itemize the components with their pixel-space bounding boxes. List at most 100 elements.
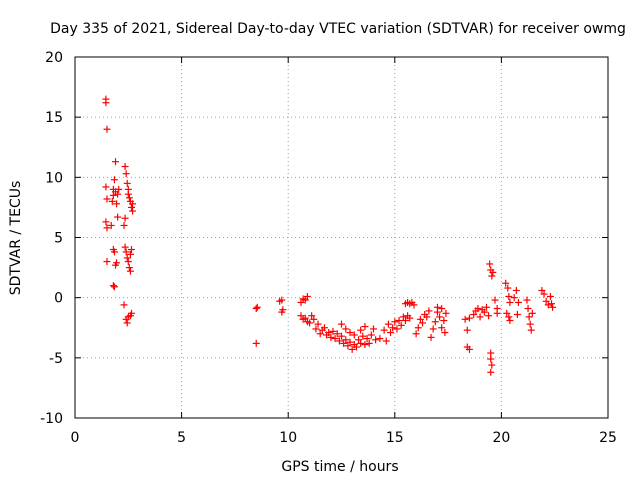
data-point — [493, 309, 501, 317]
y-tick-label: 0 — [54, 291, 63, 307]
data-point — [124, 190, 132, 198]
data-point — [523, 296, 531, 304]
x-tick-label: 20 — [492, 430, 510, 446]
data-point — [436, 313, 444, 321]
data-point — [121, 214, 129, 222]
data-point — [301, 296, 309, 304]
data-point — [316, 330, 324, 338]
data-point — [410, 301, 418, 309]
data-point — [306, 319, 314, 327]
data-point — [278, 308, 286, 316]
data-point — [297, 312, 305, 320]
data-point — [103, 224, 111, 232]
x-axis-label: GPS time / hours — [281, 459, 398, 475]
data-point — [506, 298, 514, 306]
data-point — [486, 260, 494, 268]
data-point — [102, 183, 110, 191]
data-point — [110, 176, 118, 184]
data-point — [544, 301, 552, 309]
data-point — [113, 200, 121, 208]
data-point — [425, 307, 433, 315]
data-point — [513, 311, 521, 319]
data-point — [102, 99, 110, 107]
y-tick-label: 10 — [45, 170, 63, 186]
data-point — [433, 303, 441, 311]
data-point — [342, 336, 350, 344]
data-point — [427, 333, 435, 341]
data-point — [110, 283, 118, 291]
data-point — [503, 309, 511, 317]
data-point — [301, 314, 309, 322]
data-point — [506, 317, 514, 325]
y-tick-label: -10 — [40, 411, 63, 427]
data-point — [376, 335, 384, 343]
data-point — [465, 345, 473, 353]
data-point — [419, 319, 427, 327]
data-point — [488, 361, 496, 369]
data-point — [480, 308, 488, 316]
data-point — [350, 331, 358, 339]
data-point — [441, 329, 449, 337]
data-point — [325, 329, 333, 337]
y-tick-label: 20 — [45, 50, 63, 66]
data-point — [357, 339, 365, 347]
data-point — [367, 331, 375, 339]
data-point — [320, 324, 328, 332]
data-point — [401, 317, 409, 325]
data-point — [369, 325, 377, 333]
data-point — [528, 309, 536, 317]
data-point — [538, 286, 546, 294]
data-point — [126, 250, 134, 258]
data-point — [310, 315, 318, 323]
data-point — [438, 304, 446, 312]
data-point — [359, 332, 367, 340]
data-point — [127, 309, 135, 317]
data-point — [474, 304, 482, 312]
data-point — [526, 320, 534, 328]
data-point — [120, 221, 128, 229]
data-point — [393, 325, 401, 333]
data-point — [463, 326, 471, 334]
data-point — [546, 292, 554, 300]
data-point — [510, 294, 518, 302]
data-point — [333, 330, 341, 338]
data-point — [122, 170, 130, 178]
data-point — [278, 296, 286, 304]
data-point — [461, 315, 469, 323]
data-point — [514, 298, 522, 306]
data-point — [127, 203, 135, 211]
data-point — [442, 309, 450, 317]
data-point — [114, 190, 122, 198]
data-point — [470, 311, 478, 319]
data-point — [423, 313, 431, 321]
data-point — [312, 325, 320, 333]
data-point — [399, 313, 407, 321]
data-point — [380, 326, 388, 334]
y-tick-label: 15 — [45, 110, 63, 126]
data-point — [127, 246, 135, 254]
data-point — [412, 330, 420, 338]
grid — [75, 57, 608, 418]
data-point — [395, 317, 403, 325]
data-point — [123, 319, 131, 327]
data-point — [121, 243, 129, 251]
data-point — [103, 125, 111, 133]
data-point — [129, 207, 137, 215]
data-point — [431, 318, 439, 326]
data-point — [549, 303, 557, 311]
data-point — [308, 312, 316, 320]
data-point — [485, 312, 493, 320]
data-point — [391, 318, 399, 326]
data-point — [465, 314, 473, 322]
data-point — [505, 313, 513, 321]
data-point — [361, 341, 369, 349]
data-point — [416, 315, 424, 323]
data-point — [112, 158, 120, 166]
data-point — [342, 325, 350, 333]
data-point — [487, 355, 495, 363]
data-point — [491, 296, 499, 304]
data-point — [327, 333, 335, 341]
data-point — [384, 320, 392, 328]
data-point — [429, 325, 437, 333]
